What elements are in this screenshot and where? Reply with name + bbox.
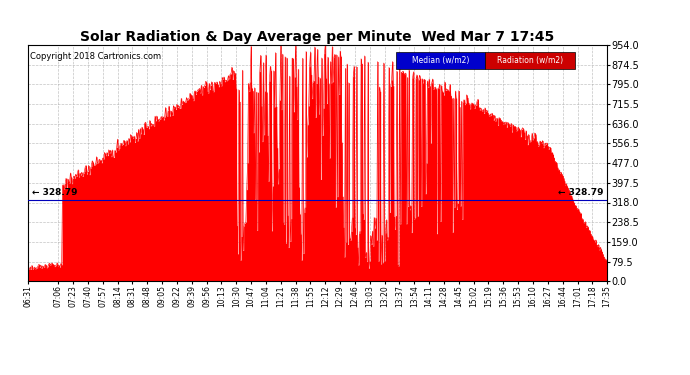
Text: Radiation (w/m2): Radiation (w/m2): [497, 56, 564, 65]
Title: Solar Radiation & Day Average per Minute  Wed Mar 7 17:45: Solar Radiation & Day Average per Minute…: [80, 30, 555, 44]
Text: Copyright 2018 Cartronics.com: Copyright 2018 Cartronics.com: [30, 52, 161, 61]
FancyBboxPatch shape: [486, 52, 575, 69]
Text: Median (w/m2): Median (w/m2): [412, 56, 469, 65]
Text: ← 328.79: ← 328.79: [32, 188, 77, 197]
FancyBboxPatch shape: [395, 52, 486, 69]
Text: ← 328.79: ← 328.79: [558, 188, 603, 197]
